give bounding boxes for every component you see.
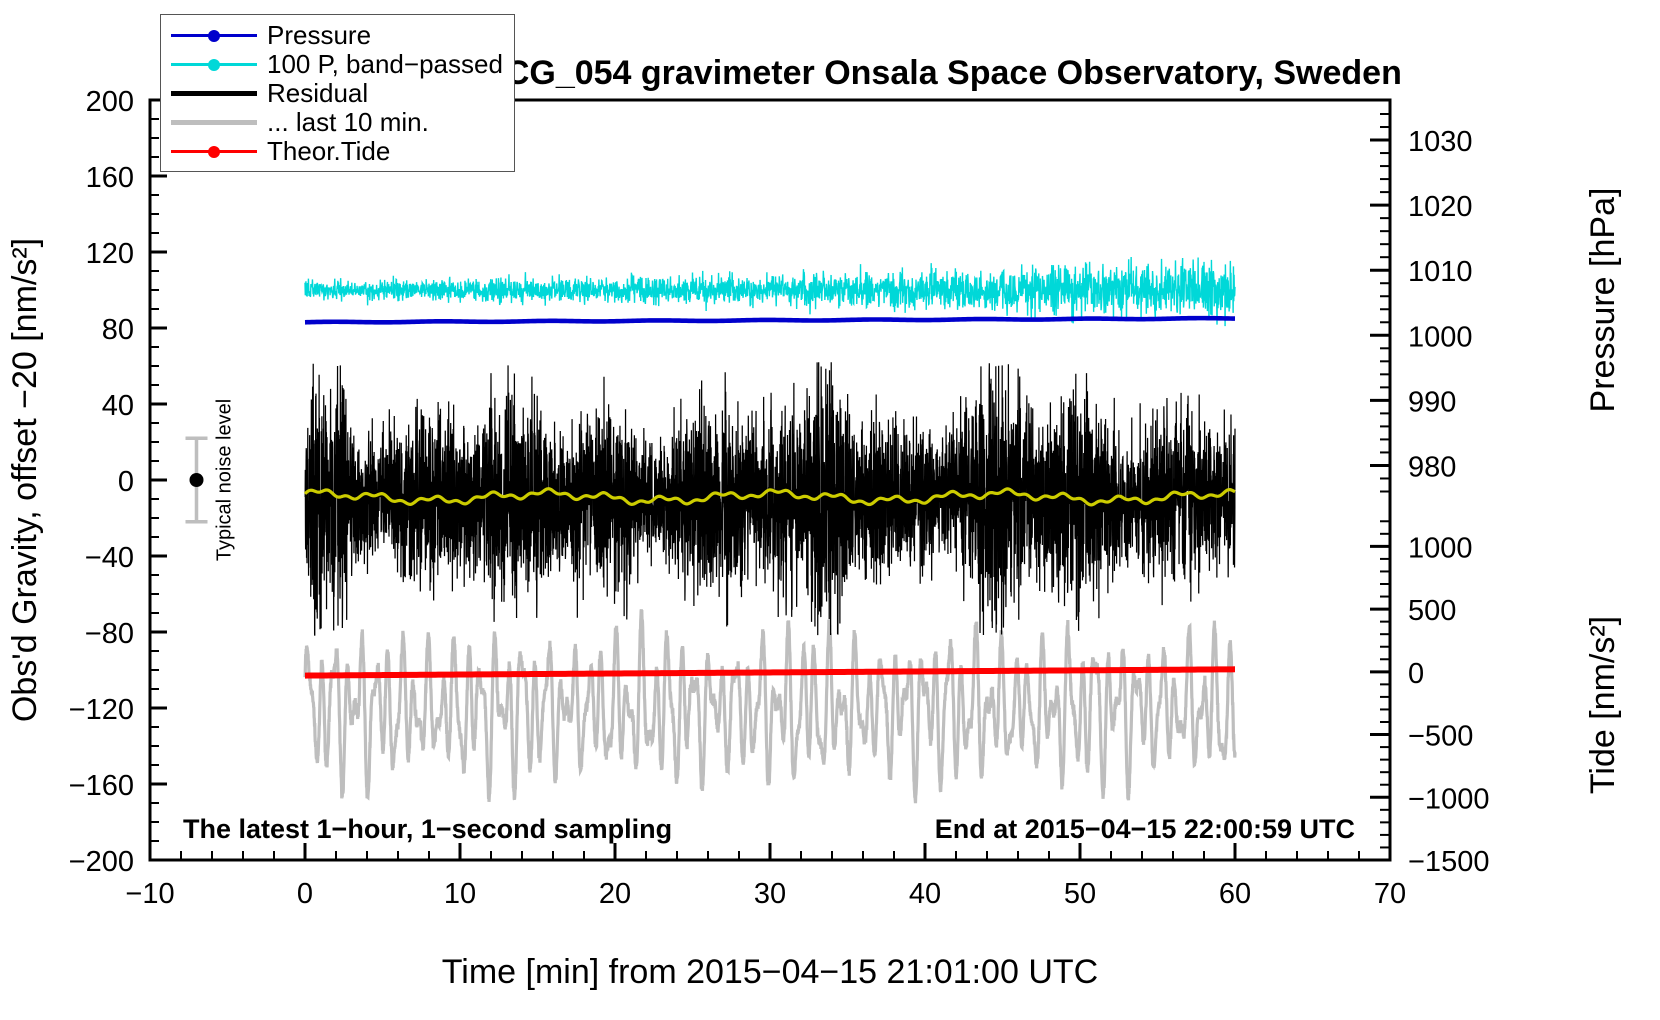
tide-tick-label: −500	[1408, 721, 1473, 753]
series-path-theor-tide	[304, 666, 1236, 679]
line-marker-icon	[171, 137, 257, 166]
series-path-pressure	[304, 315, 1236, 325]
tide-tick-label: 0	[1408, 658, 1424, 690]
pressure-tick-label: 1030	[1408, 126, 1473, 158]
legend-item[interactable]: 100 P, band−passed	[171, 49, 506, 79]
series-path-smoothed-residual	[303, 487, 1236, 507]
right-bottom-axis-title: Tide [nm/s²]	[1584, 616, 1622, 794]
y-tick-label: −120	[69, 694, 134, 726]
line-icon	[171, 79, 257, 108]
legend-item[interactable]: Pressure	[171, 20, 506, 50]
x-tick-label: 0	[297, 878, 313, 910]
legend-item[interactable]: ... last 10 min.	[171, 107, 506, 137]
y-tick-label: −200	[69, 846, 134, 878]
legend-item-label: 100 P, band−passed	[267, 49, 503, 79]
series-path-last10min	[303, 609, 1237, 804]
y-axis-title: Obs'd Gravity, offset −20 [nm/s²]	[6, 238, 44, 722]
y-tick-label: 80	[102, 314, 134, 346]
tide-tick-label: 1000	[1408, 532, 1473, 564]
y-tick-label: 120	[86, 238, 134, 270]
legend-item-label: Residual	[267, 78, 369, 108]
chart-title: SCG_054 gravimeter Onsala Space Observat…	[482, 54, 1402, 92]
x-tick-label: 40	[909, 878, 941, 910]
noise-bar-label: Typical noise level	[214, 399, 236, 561]
line-marker-icon	[171, 50, 257, 79]
y-tick-label: 200	[86, 86, 134, 118]
x-tick-label: 30	[754, 878, 786, 910]
tide-tick-label: −1500	[1408, 846, 1489, 878]
pressure-tick-label: 1010	[1408, 256, 1473, 288]
typical-noise-level-indicator	[185, 436, 208, 524]
legend-item-label: Pressure	[267, 20, 372, 50]
tide-tick-label: −1000	[1408, 783, 1489, 815]
legend-item[interactable]: Theor.Tide	[171, 136, 506, 166]
right-top-axis-title: Pressure [hPa]	[1584, 188, 1622, 413]
legend-item-label: ... last 10 min.	[267, 107, 429, 137]
x-axis-title: Time [min] from 2015−04−15 21:01:00 UTC	[442, 953, 1098, 991]
x-tick-label: 70	[1374, 878, 1406, 910]
y-tick-label: −40	[85, 542, 134, 574]
x-tick-label: 50	[1064, 878, 1096, 910]
line-marker-icon	[171, 21, 257, 50]
chart-legend[interactable]: Pressure 100 P, band−passed Residual... la…	[160, 14, 515, 172]
y-tick-label: 160	[86, 162, 134, 194]
series-path-residual	[304, 362, 1236, 636]
y-tick-label: −160	[69, 770, 134, 802]
pressure-tick-label: 1000	[1408, 321, 1473, 353]
y-tick-label: 0	[118, 466, 134, 498]
legend-item-label: Theor.Tide	[267, 136, 391, 166]
x-tick-label: 60	[1219, 878, 1251, 910]
plot-frame	[148, 98, 1392, 862]
data-layer	[303, 256, 1237, 804]
y-tick-label: 40	[102, 390, 134, 422]
x-tick-label: 10	[444, 878, 476, 910]
y-tick-label: −80	[85, 618, 134, 650]
bottom-left-note: The latest 1−hour, 1−second sampling	[183, 814, 672, 844]
legend-item[interactable]: Residual	[171, 78, 506, 108]
tide-tick-label: 500	[1408, 595, 1456, 627]
x-tick-label: 20	[599, 878, 631, 910]
axes-group: −10 0 10 20 30 40 50 60 7020016012080400−40−80−1…	[69, 86, 1490, 910]
bottom-right-note: End at 2015−04−15 22:00:59 UTC	[935, 814, 1355, 844]
pressure-tick-label: 990	[1408, 386, 1456, 418]
pressure-tick-label: 980	[1408, 451, 1456, 483]
series-path-bandpassed-pressure	[304, 256, 1236, 327]
pressure-tick-label: 1020	[1408, 191, 1473, 223]
x-tick-label: −10	[125, 878, 174, 910]
line-icon	[171, 108, 257, 137]
